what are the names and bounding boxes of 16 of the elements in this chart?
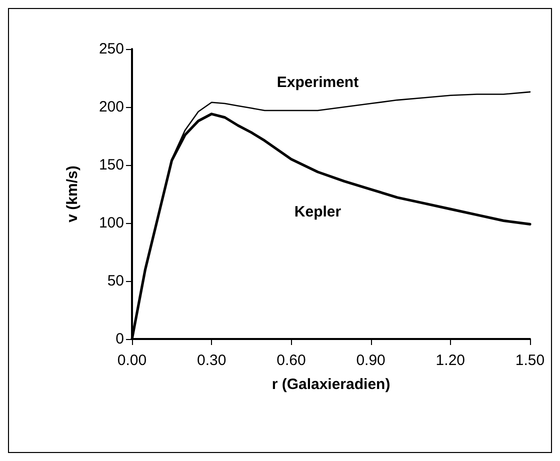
y-tick-label: 0 xyxy=(116,330,124,348)
x-tick-label: 1.50 xyxy=(515,352,545,369)
y-tick-label: 150 xyxy=(98,156,124,174)
x-tick-label: 0.60 xyxy=(276,352,306,369)
y-axis-title: v (km/s) xyxy=(64,166,81,222)
series-label: Experiment xyxy=(276,74,359,91)
x-tick-label: 0.90 xyxy=(356,352,386,369)
x-tick-label: 0.00 xyxy=(117,352,147,369)
y-tick-label: 50 xyxy=(107,272,124,290)
x-tick-label: 1.20 xyxy=(436,352,465,369)
y-tick-label: 250 xyxy=(98,40,124,58)
x-tick-label: 0.30 xyxy=(197,352,226,369)
series-label: Kepler xyxy=(294,203,342,220)
y-tick-label: 100 xyxy=(98,214,124,232)
x-axis-title: r (Galaxieradien) xyxy=(272,376,390,393)
y-tick-label: 200 xyxy=(98,98,124,116)
